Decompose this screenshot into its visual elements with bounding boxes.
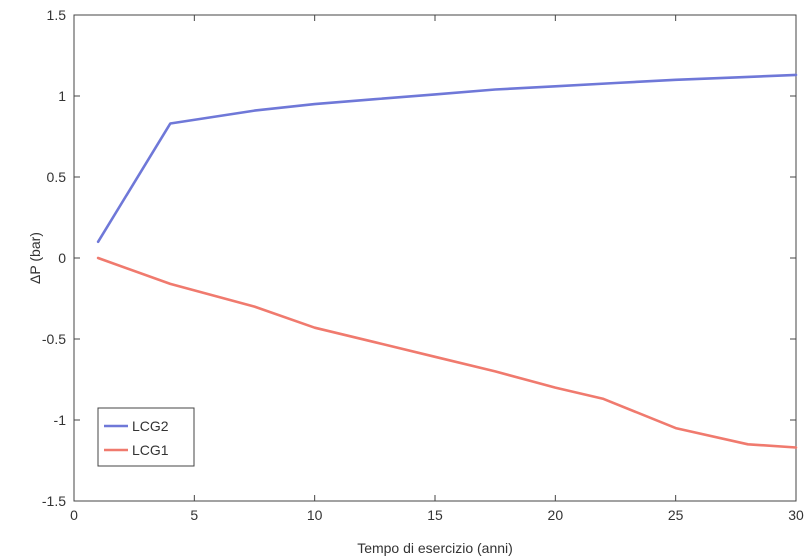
y-axis-label: ΔP (bar) (27, 232, 43, 284)
legend-label-lcg2: LCG2 (132, 418, 169, 434)
y-tick-label: 1.5 (47, 7, 67, 23)
y-tick-label: -1.5 (42, 493, 66, 509)
x-tick-label: 20 (548, 507, 564, 523)
x-tick-label: 10 (307, 507, 323, 523)
x-tick-label: 30 (788, 507, 804, 523)
series-line-lcg1 (96, 256, 798, 449)
series-lines (96, 73, 798, 449)
series-line-lcg2 (96, 73, 798, 244)
y-tick-label: 0 (58, 250, 66, 266)
legend-items: LCG2 LCG1 (104, 418, 169, 458)
y-tick-label: -1 (54, 412, 67, 428)
x-tick-label: 15 (427, 507, 443, 523)
axis-ticks: 0 5 10 15 20 25 30 -1.5 -1 -0.5 0 0.5 1 1.5 (42, 7, 804, 523)
legend-label-lcg1: LCG1 (132, 442, 169, 458)
y-tick-label: 0.5 (47, 169, 67, 185)
x-axis-label: Tempo di esercizio (anni) (357, 540, 513, 556)
legend: LCG2 LCG1 (97, 407, 195, 467)
x-tick-label: 5 (190, 507, 198, 523)
x-tick-label: 0 (70, 507, 78, 523)
y-tick-label: -0.5 (42, 331, 66, 347)
y-tick-label: 1 (58, 88, 66, 104)
legend-box (97, 407, 195, 467)
x-tick-label: 25 (668, 507, 684, 523)
